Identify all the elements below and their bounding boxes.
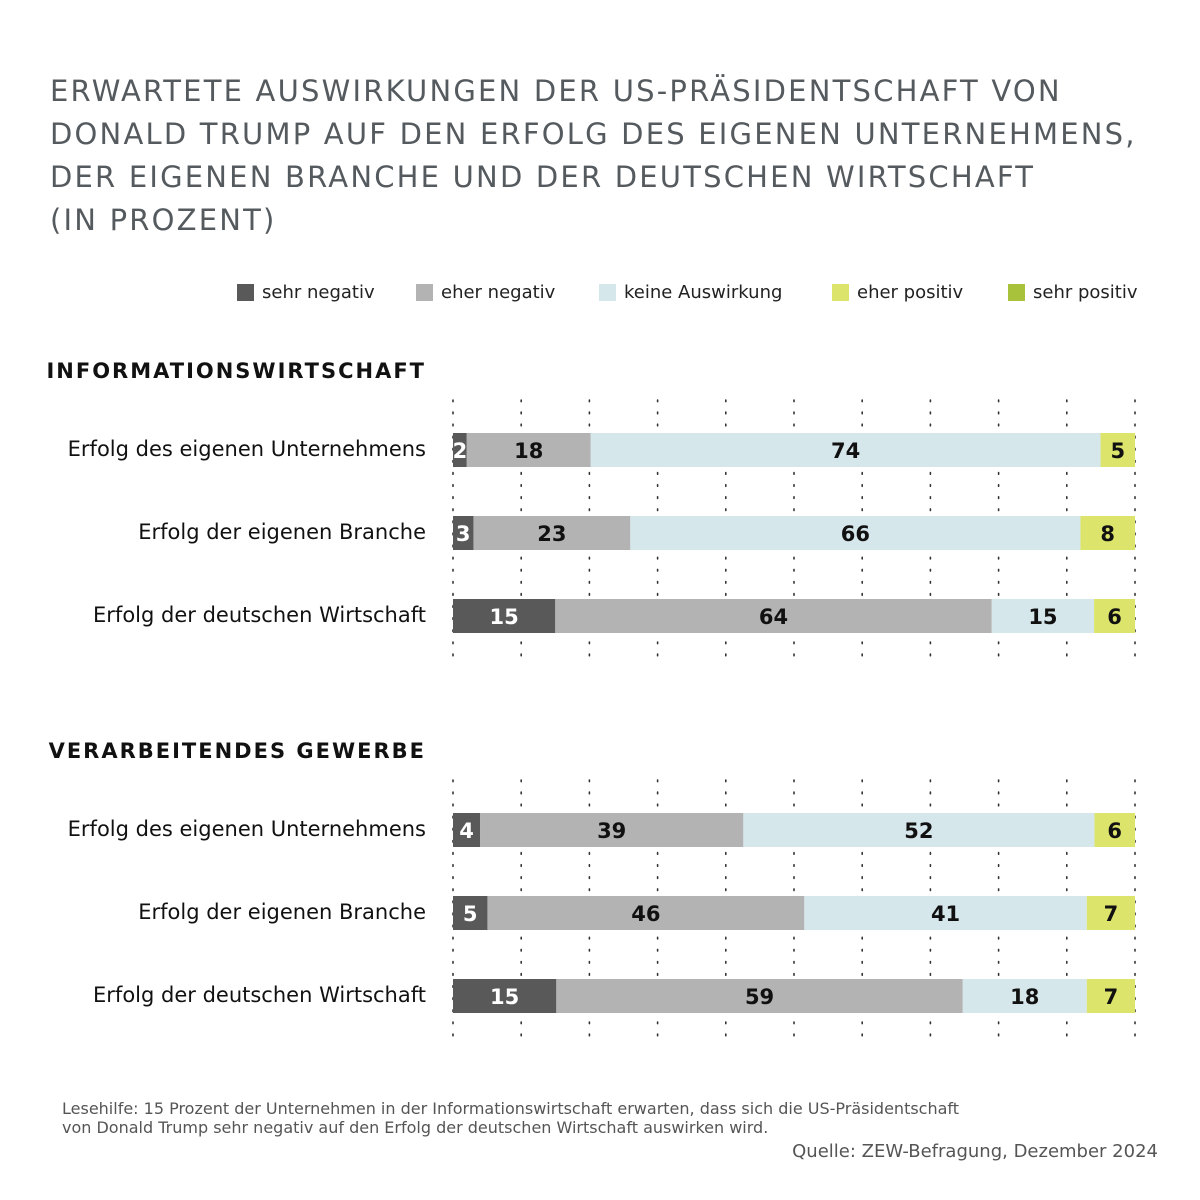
bar-segment <box>466 433 591 467</box>
title-line: ERWARTETE AUSWIRKUNGEN DER US-PRÄSIDENTS… <box>50 74 1062 108</box>
bar-segment <box>1086 979 1135 1013</box>
legend: sehr negativ eher negativ keine Auswirku… <box>0 282 1200 306</box>
bar-segment <box>453 516 474 550</box>
data-label: 59 <box>745 985 774 1009</box>
data-label: 8 <box>1100 522 1115 546</box>
bar-segment <box>453 813 481 847</box>
legend-swatch <box>1008 284 1025 301</box>
bar-segment <box>453 599 556 633</box>
row-label: Erfolg der eigenen Branche <box>138 520 426 544</box>
legend-item-eher-positiv: eher positiv <box>832 282 963 303</box>
data-label: 64 <box>759 605 788 629</box>
bar-segment <box>962 979 1087 1013</box>
legend-item-eher-negativ: eher negativ <box>416 282 555 303</box>
note-line: Lesehilfe: 15 Prozent der Unternehmen in… <box>62 1099 960 1118</box>
data-label: 7 <box>1104 985 1119 1009</box>
data-label: 15 <box>490 605 519 629</box>
row-label: Erfolg der eigenen Branche <box>138 900 426 924</box>
bar-segment <box>991 599 1095 633</box>
reading-note: Lesehilfe: 15 Prozent der Unternehmen in… <box>62 1099 959 1137</box>
data-label: 15 <box>1028 605 1057 629</box>
panel-title: VERARBEITENDES GEWERBE <box>48 739 426 763</box>
legend-label: sehr negativ <box>262 282 375 303</box>
bar-segment <box>804 896 1087 930</box>
data-label: 18 <box>514 439 543 463</box>
bar-segment <box>1094 599 1135 633</box>
row-label: Erfolg der deutschen Wirtschaft <box>93 603 426 627</box>
bar-segment <box>1080 516 1135 550</box>
row-label: Erfolg der deutschen Wirtschaft <box>93 983 426 1007</box>
bar-segment <box>1100 433 1135 467</box>
data-label: 23 <box>537 522 566 546</box>
data-label: 18 <box>1010 985 1039 1009</box>
data-label: 74 <box>831 439 860 463</box>
bar-segment <box>555 599 992 633</box>
row-label: Erfolg des eigenen Unternehmens <box>67 437 426 461</box>
legend-swatch <box>832 284 849 301</box>
bar-segment <box>453 979 557 1013</box>
data-label: 5 <box>463 902 478 926</box>
bar-segment <box>630 516 1081 550</box>
bar-segment <box>473 516 631 550</box>
bar-segment <box>453 433 467 467</box>
title-line: (IN PROZENT) <box>50 203 277 237</box>
data-label: 5 <box>1110 439 1125 463</box>
legend-swatch <box>599 284 616 301</box>
note-line: von Donald Trump sehr negativ auf den Er… <box>62 1118 769 1137</box>
legend-label: eher negativ <box>441 282 556 303</box>
legend-item-sehr-positiv: sehr positiv <box>1008 282 1138 303</box>
legend-label: eher positiv <box>857 282 964 303</box>
bar-segment <box>590 433 1101 467</box>
title-line: DER EIGENEN BRANCHE UND DER DEUTSCHEN WI… <box>50 160 1036 194</box>
bar-segment <box>1094 813 1135 847</box>
legend-swatch <box>237 284 254 301</box>
chart-title: ERWARTETE AUSWIRKUNGEN DER US-PRÄSIDENTS… <box>50 70 1170 242</box>
source-note: Quelle: ZEW-Befragung, Dezember 2024 <box>792 1141 1158 1162</box>
data-label: 6 <box>1107 605 1122 629</box>
data-label: 6 <box>1107 819 1122 843</box>
bar-segment <box>556 979 963 1013</box>
bar-segment <box>743 813 1095 847</box>
data-label: 15 <box>490 985 519 1009</box>
bar-segment <box>487 896 805 930</box>
legend-item-sehr-negativ: sehr negativ <box>237 282 375 303</box>
bar-segment <box>480 813 744 847</box>
panel-title: INFORMATIONSWIRTSCHAFT <box>46 359 426 383</box>
data-label: 52 <box>904 819 933 843</box>
data-label: 66 <box>841 522 870 546</box>
data-label: 39 <box>597 819 626 843</box>
data-label: 4 <box>459 819 474 843</box>
title-line: DONALD TRUMP AUF DEN ERFOLG DES EIGENEN … <box>50 117 1137 151</box>
legend-item-keine-auswirkung: keine Auswirkung <box>599 282 782 303</box>
data-label: 46 <box>631 902 660 926</box>
legend-swatch <box>416 284 433 301</box>
data-label: 3 <box>456 522 471 546</box>
bar-segment <box>453 896 488 930</box>
data-label: 7 <box>1104 902 1119 926</box>
bar-segment <box>1086 896 1135 930</box>
legend-label: keine Auswirkung <box>624 282 783 303</box>
row-label: Erfolg des eigenen Unternehmens <box>67 817 426 841</box>
legend-label: sehr positiv <box>1033 282 1138 303</box>
data-label: 2 <box>453 439 468 463</box>
data-label: 41 <box>931 902 960 926</box>
